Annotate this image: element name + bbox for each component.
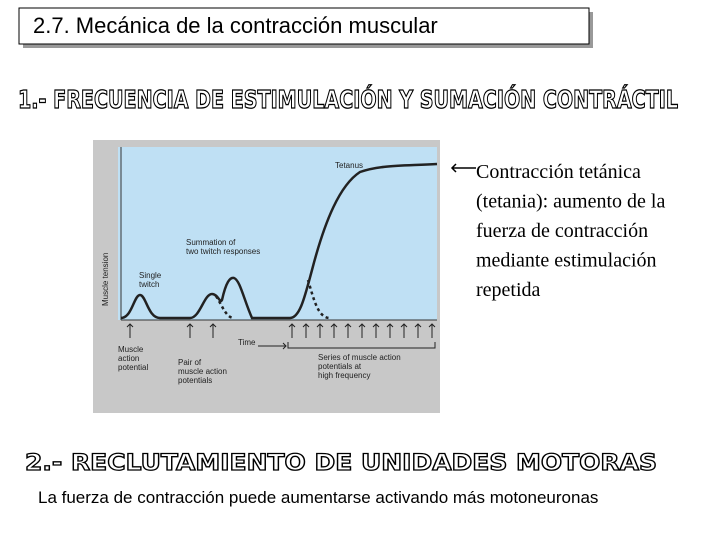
series-label: potentials at [318,362,362,371]
summation-label: Summation of [186,238,236,247]
stimulus-arrows [126,323,436,350]
pair-label: potentials [178,376,212,385]
series-label: Series of muscle action [318,353,401,362]
title-box [18,7,590,45]
annotation-arrow [450,163,476,173]
series-label: high frequency [318,371,370,380]
annotation: repetida [476,279,541,301]
annotation: (tetania): aumento de la [476,191,665,213]
figure: Muscle tension Time Tetanus Summation of… [93,140,440,413]
action-potential-label: Muscle [118,345,144,354]
pair-label: muscle action [178,367,227,376]
x-axis-label: Time [238,338,256,347]
y-axis-label: Muscle tension [101,253,110,306]
plot-area [118,147,437,320]
annotation: mediante estimulación [476,250,657,272]
heading: 2.- RECLUTAMIENTO DE UNIDADES MOTORAS [25,451,657,476]
title: 2.7. Mecánica de la contracción muscular [33,13,438,38]
annotation: Contracción tetánica [476,161,641,183]
tetanus-label: Tetanus [335,161,363,170]
pair-label: Pair of [178,358,202,367]
tension-curve [120,162,438,320]
dashed-curve [306,279,331,320]
annotation: fuerza de contracción [476,220,648,242]
action-potential-label: potential [118,363,148,372]
action-potential-label: action [118,354,139,363]
summation-label: two twitch responses [186,247,260,256]
single-twitch-label: Single [139,271,162,280]
heading: 1.- FRECUENCIA DE ESTIMULACIÓN Y SUMACIÓ… [18,84,678,114]
single-twitch-label: twitch [139,280,159,289]
dashed-curve [214,295,235,320]
footer-text: La fuerza de contracción puede aumentars… [38,488,598,507]
